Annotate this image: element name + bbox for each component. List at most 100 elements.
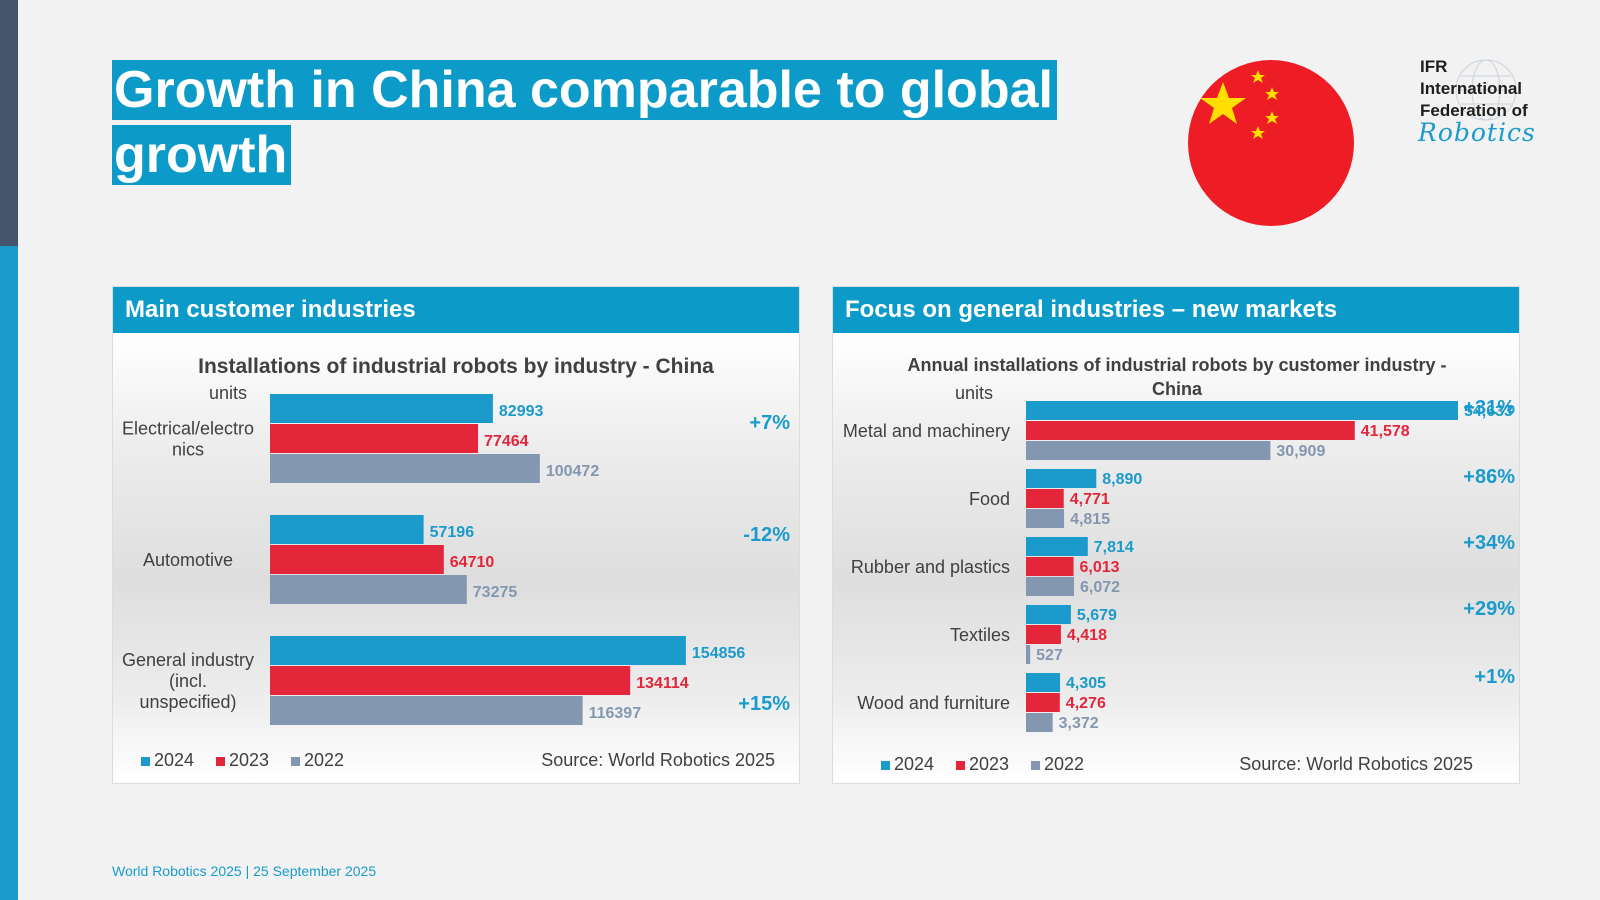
data-label-2024-rubber-and-plastics: 7,814 [1094,539,1134,556]
china-flag-icon [1188,60,1354,226]
legend-swatch-2024 [881,761,890,770]
legend-swatch-2024 [141,757,150,766]
bar-2024-food [1026,469,1097,488]
unit-label: units [209,383,247,403]
data-label-2023-food: 4,771 [1070,491,1110,508]
bar-2022-metal-and-machinery [1026,441,1271,460]
flag-big-star [1200,82,1246,124]
bar-2023-wood-and-furniture [1026,693,1060,712]
data-label-2022-textiles: 527 [1036,647,1063,664]
bar-2024-general-industry-incl-unspecified [270,636,686,665]
growth-label-wood-and-furniture: +1% [1474,666,1515,688]
category-label: Food [969,489,1010,509]
legend-label-2024: 2024 [894,754,934,774]
slide-title-line-2: growth [112,125,292,185]
bar-2022-rubber-and-plastics [1026,577,1075,596]
panel-main-customer-industries: Main customer industries Installations o… [112,286,800,784]
ifr-logo-text: IFR International Federation of [1420,56,1528,122]
bar-2023-metal-and-machinery [1026,421,1355,440]
bar-2024-metal-and-machinery [1026,401,1458,420]
bar-2023-general-industry-incl-unspecified [270,666,631,695]
ifr-logo-line-2: International [1420,79,1523,98]
bar-2024-wood-and-furniture [1026,673,1061,692]
slide-title-line-1: Growth in China comparable to global [112,60,1057,120]
source-note: Source: World Robotics 2025 [1239,754,1473,774]
legend-label-2023: 2023 [969,754,1009,774]
data-label-2024-automotive: 57196 [430,524,475,541]
legend-swatch-2023 [216,757,225,766]
bar-2022-wood-and-furniture [1026,713,1053,732]
data-label-2023-textiles: 4,418 [1067,627,1107,644]
category-label: nics [172,440,204,460]
data-label-2024-general-industry-incl-unspecified: 154856 [692,645,745,662]
growth-label-metal-and-machinery: +31% [1463,397,1515,419]
footer-date: 25 September 2025 [253,863,377,879]
category-label: Wood and furniture [857,693,1010,713]
ifr-logo-script: Robotics [1418,118,1536,147]
chart-installations-by-industry: Installations of industrial robots by in… [122,355,790,770]
category-label: Rubber and plastics [851,557,1010,577]
bar-2022-food [1026,509,1065,528]
data-label-2022-rubber-and-plastics: 6,072 [1080,579,1120,596]
data-label-2024-metal-and-machinery: 54,633 [1464,403,1513,420]
growth-label-rubber-and-plastics: +34% [1463,532,1515,554]
legend-label-2022: 2022 [304,750,344,770]
data-label-2022-food: 4,815 [1070,511,1110,528]
data-label-2024-textiles: 5,679 [1077,607,1117,624]
panel-header: Main customer industries [113,287,799,333]
data-label-2022-metal-and-machinery: 30,909 [1276,443,1325,460]
data-label-2023-rubber-and-plastics: 6,013 [1080,559,1120,576]
legend-label-2024: 2024 [154,750,194,770]
data-label-2024-food: 8,890 [1102,471,1142,488]
globe-icon [1455,59,1517,121]
source-note: Source: World Robotics 2025 [541,750,775,770]
bar-2023-textiles [1026,625,1061,644]
category-label: Automotive [143,550,233,570]
bar-2023-electrical-electronics [270,424,479,453]
growth-label-electrical-electronics: +7% [749,412,790,434]
bar-2024-textiles [1026,605,1071,624]
data-label-2023-wood-and-furniture: 4,276 [1066,695,1106,712]
data-label-2023-electrical-electronics: 77464 [484,433,529,450]
data-label-2022-automotive: 73275 [473,584,518,601]
legend-label-2022: 2022 [1044,754,1084,774]
bar-2024-electrical-electronics [270,394,493,423]
ifr-logo-line-1: IFR [1420,57,1448,76]
panel-general-industries: Focus on general industries – new market… [832,286,1520,784]
growth-label-food: +86% [1463,466,1515,488]
legend-swatch-2022 [291,757,300,766]
chart-title: China [1152,379,1203,399]
footer-event: World Robotics 2025 [112,863,242,879]
data-label-2022-wood-and-furniture: 3,372 [1059,715,1099,732]
data-label-2022-general-industry-incl-unspecified: 116397 [589,705,642,722]
category-label: Metal and machinery [843,421,1010,441]
category-label: Electrical/electro [122,419,254,439]
chart-title: Installations of industrial robots by in… [198,355,714,378]
bar-2023-rubber-and-plastics [1026,557,1074,576]
data-label-2023-metal-and-machinery: 41,578 [1361,423,1410,440]
bar-2024-automotive [270,515,424,544]
legend-swatch-2022 [1031,761,1040,770]
data-label-2022-electrical-electronics: 100472 [546,463,599,480]
side-accent-dark [0,0,18,246]
unit-label: units [955,383,993,403]
footer: World Robotics 2025 | 25 September 2025 [112,863,376,879]
bar-2022-textiles [1026,645,1031,664]
bar-2022-automotive [270,575,467,604]
bar-2023-food [1026,489,1064,508]
bar-2024-rubber-and-plastics [1026,537,1088,556]
legend-label-2023: 2023 [229,750,269,770]
bar-2022-general-industry-incl-unspecified [270,696,583,725]
data-label-2024-wood-and-furniture: 4,305 [1066,675,1106,692]
data-label-2024-electrical-electronics: 82993 [499,403,544,420]
category-label: General industry [122,650,254,670]
ifr-logo-line-3: Federation of [1420,101,1528,120]
side-accent-blue [0,246,18,900]
category-label: Textiles [950,625,1010,645]
bar-2023-automotive [270,545,444,574]
growth-label-general-industry-incl-unspecified: +15% [738,693,790,715]
data-label-2023-general-industry-incl-unspecified: 134114 [636,675,689,692]
growth-label-automotive: -12% [743,524,790,546]
growth-label-textiles: +29% [1463,598,1515,620]
footer-separator: | [241,863,254,879]
